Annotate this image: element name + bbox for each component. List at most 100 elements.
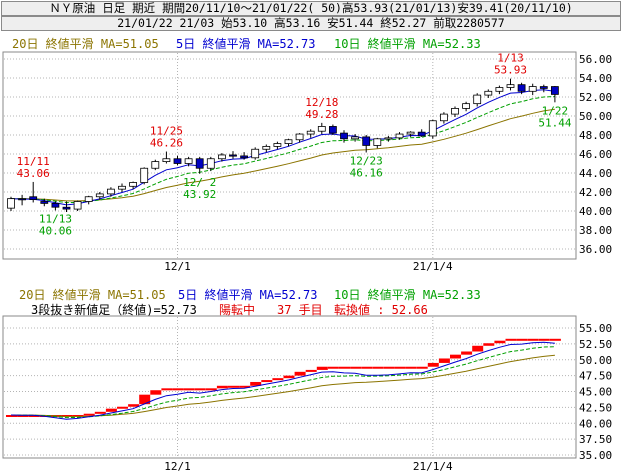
- kagi-brick: [372, 366, 384, 369]
- kagi-brick: [483, 343, 495, 346]
- top-y-tick-label: 56.00: [579, 53, 612, 66]
- candle-body: [51, 202, 60, 208]
- bottom-panel-frame: [2, 315, 577, 459]
- kagi-brick: [239, 385, 251, 388]
- candle-body: [40, 201, 49, 204]
- low-date-label: 12/23: [350, 154, 383, 167]
- kagi-brick: [94, 411, 106, 414]
- candle-body: [162, 158, 171, 162]
- candle-body: [528, 86, 537, 92]
- candle-body: [317, 126, 326, 132]
- top-grid: [4, 53, 575, 258]
- kagi-status-value: 3段抜き新値足（終値)=52.73: [31, 302, 197, 317]
- kagi-brick: [527, 338, 539, 341]
- candle-body: [517, 84, 526, 92]
- top-y-tick-label: 52.00: [579, 91, 612, 104]
- top-y-tick-label: 50.00: [579, 110, 612, 123]
- candle-body: [73, 201, 82, 210]
- candle-body: [495, 87, 504, 92]
- low-value-label: 46.16: [350, 166, 383, 179]
- low-value-label: 40.06: [39, 224, 72, 237]
- low-date-label: 11/13: [39, 212, 72, 225]
- top-y-tick-label: 42.00: [579, 186, 612, 199]
- candle-body: [439, 113, 448, 122]
- bottom-y-tick-label: 42.50: [579, 401, 612, 414]
- kagi-brick: [172, 388, 184, 391]
- kagi-brick: [505, 338, 517, 341]
- kagi-brick: [150, 390, 162, 395]
- top-moving-averages: [10, 89, 555, 206]
- candle-body: [118, 185, 126, 190]
- bottom-legend-ma5: 5日 終値平滑 MA=52.73: [178, 287, 317, 302]
- candle-body: [340, 132, 348, 140]
- top-y-tick-label: 44.00: [579, 167, 612, 180]
- kagi-brick: [394, 366, 406, 369]
- kagi-brick: [516, 338, 528, 341]
- candle-body: [151, 161, 160, 169]
- kagi-brick: [128, 404, 140, 407]
- high-date-label: 12/18: [305, 96, 338, 109]
- kagi-brick: [438, 358, 450, 363]
- kagi-brick: [427, 362, 439, 367]
- top-y-tick-label: 46.00: [579, 148, 612, 161]
- kagi-brick: [305, 369, 317, 372]
- candle-body: [173, 158, 182, 164]
- kagi-status-reversal: 転換値 : 52.66: [334, 302, 428, 317]
- kagi-brick: [161, 388, 173, 391]
- low-value-label: 51.44: [538, 116, 571, 129]
- bottom-y-tick-label: 35.00: [579, 449, 612, 462]
- candle-body: [18, 198, 27, 201]
- kagi-brick: [283, 375, 295, 379]
- kagi-brick: [294, 371, 306, 376]
- candle-body: [384, 137, 393, 140]
- ma5-line: [10, 89, 555, 206]
- kagi-brick: [472, 345, 484, 352]
- kagi-brick: [361, 366, 373, 369]
- kagi-brick-series: [6, 338, 561, 417]
- kagi-brick: [383, 366, 395, 369]
- candle-body: [295, 133, 304, 141]
- candle-body: [273, 143, 282, 147]
- candle-body: [184, 158, 193, 164]
- ma10-line: [10, 96, 555, 204]
- top-legend-ma20: 20日 終値平滑 MA=51.05: [12, 36, 159, 51]
- bottom-y-tick-label: 55.00: [579, 322, 612, 335]
- candle-body: [62, 206, 71, 210]
- kagi-brick: [61, 414, 73, 417]
- kagi-brick: [494, 340, 506, 344]
- bottom-ma5-line: [10, 341, 555, 420]
- kagi-brick: [205, 388, 217, 391]
- top-panel-frame: [2, 51, 577, 260]
- kagi-brick: [105, 408, 117, 412]
- candle-body: [129, 182, 138, 187]
- bottom-moving-averages: [10, 341, 555, 420]
- candle-body: [7, 198, 15, 209]
- candle-body: [362, 136, 371, 146]
- kagi-brick: [183, 388, 195, 391]
- candle-body: [84, 196, 93, 202]
- bottom-x-tick-label: 21/1/4: [413, 460, 453, 473]
- kagi-brick: [194, 388, 206, 391]
- candle-body: [417, 131, 426, 137]
- candle-body: [406, 131, 415, 135]
- kagi-brick: [83, 413, 95, 416]
- candle-body: [462, 103, 471, 109]
- kagi-brick: [450, 354, 461, 359]
- bottom-y-tick-label: 40.00: [579, 417, 612, 430]
- axis-tick-labels: 36.00 38.00 40.00 42.00 44.00 46.00 48.00 50.00…: [164, 53, 612, 473]
- high-date-label: 11/25: [150, 125, 183, 138]
- kagi-brick: [261, 380, 273, 383]
- candle-body: [306, 130, 315, 135]
- top-y-tick-label: 48.00: [579, 129, 612, 142]
- candle-body: [484, 90, 493, 96]
- kagi-brick: [549, 338, 561, 341]
- high-date-label: 1/13: [497, 52, 524, 65]
- kagi-brick: [316, 366, 328, 370]
- header-title: ＮＹ原油 日足 期近 期間20/11/10～21/01/22( 50)高53.9…: [1, 1, 621, 16]
- candle-body: [206, 158, 215, 169]
- kagi-brick: [6, 414, 17, 417]
- top-y-tick-label: 38.00: [579, 224, 612, 237]
- bottom-y-tick-label: 45.00: [579, 386, 612, 399]
